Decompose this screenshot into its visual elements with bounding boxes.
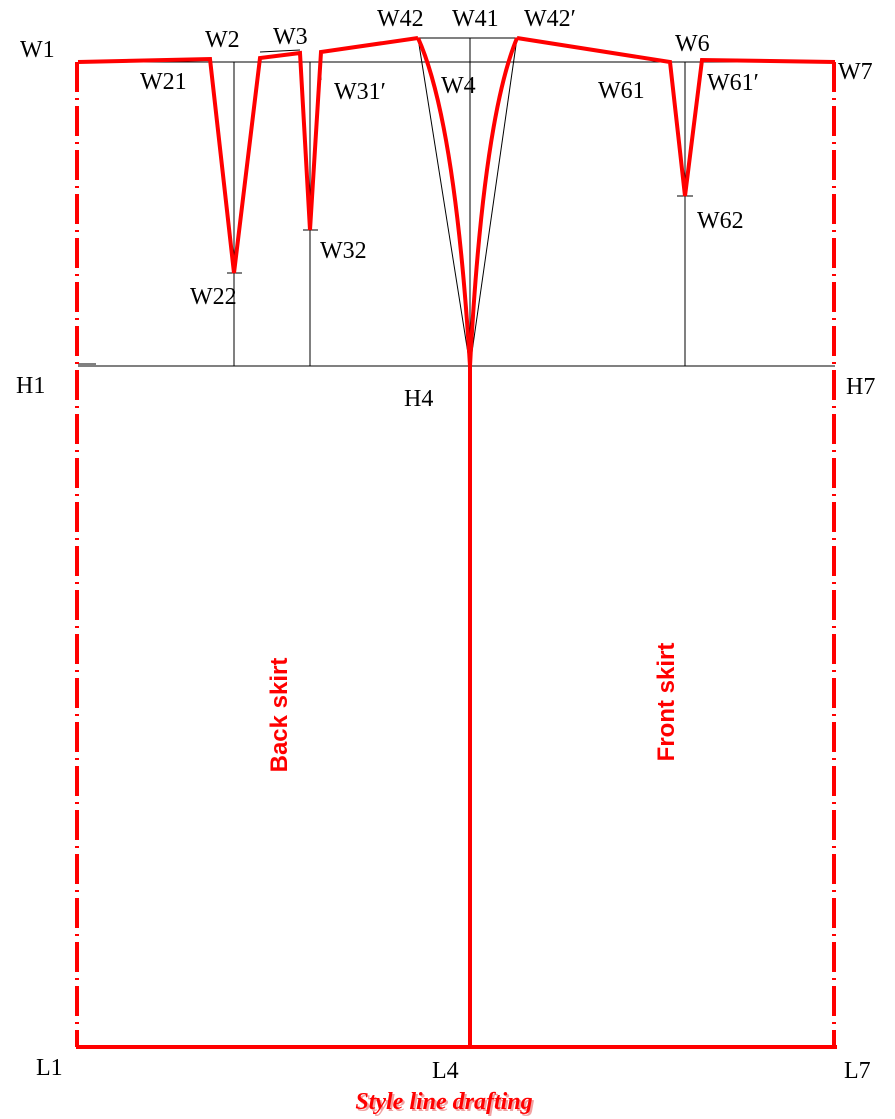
point-labels: W1 W2 W21 W22 W3 W31′ W32 W42 W41 W42′ W… bbox=[16, 6, 875, 1084]
label-w3: W3 bbox=[273, 24, 308, 50]
label-h4: H4 bbox=[404, 386, 433, 412]
front-side-curve bbox=[468, 37, 519, 367]
pattern-outline bbox=[75, 36, 837, 1049]
label-w21: W21 bbox=[140, 69, 187, 95]
label-w1: W1 bbox=[20, 37, 55, 63]
label-l1: L1 bbox=[36, 1055, 63, 1081]
label-w4: W4 bbox=[441, 73, 476, 99]
caption-shadow: Style line drafting bbox=[357, 1091, 534, 1117]
side-dart-guide-left bbox=[417, 37, 471, 367]
label-w62: W62 bbox=[697, 208, 744, 234]
label-l7: L7 bbox=[844, 1058, 871, 1084]
front-skirt-label: Front skirt bbox=[653, 643, 680, 762]
label-w31p: W31′ bbox=[334, 79, 386, 105]
label-w6: W6 bbox=[675, 31, 710, 57]
back-side-curve bbox=[416, 37, 472, 367]
label-w2: W2 bbox=[205, 27, 240, 53]
label-w42p: W42′ bbox=[524, 6, 576, 32]
label-w42: W42 bbox=[377, 6, 424, 32]
label-w61: W61 bbox=[598, 78, 645, 104]
label-l4: L4 bbox=[432, 1058, 459, 1084]
front-waistline-with-dart bbox=[516, 36, 836, 197]
label-w61p: W61′ bbox=[707, 70, 759, 96]
label-w32: W32 bbox=[320, 238, 367, 264]
label-w41: W41 bbox=[452, 6, 499, 32]
label-h7: H7 bbox=[846, 374, 875, 400]
label-w7: W7 bbox=[838, 59, 873, 85]
back-waistline-with-darts bbox=[77, 36, 419, 274]
w3-guide bbox=[259, 49, 301, 53]
side-dart-guide-right bbox=[469, 37, 518, 367]
label-h1: H1 bbox=[16, 373, 45, 399]
label-w22: W22 bbox=[190, 284, 237, 310]
caption: Style line drafting bbox=[355, 1089, 532, 1115]
back-skirt-label: Back skirt bbox=[266, 658, 293, 773]
